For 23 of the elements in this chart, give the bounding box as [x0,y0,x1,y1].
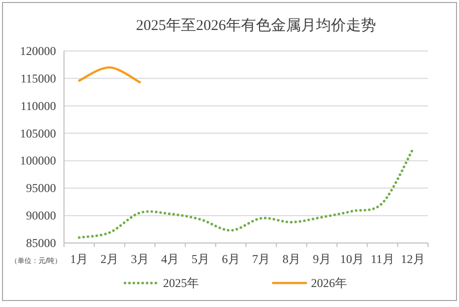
x-tick-label: 3月 [130,252,149,266]
x-tick-label: 6月 [222,252,240,266]
y-tick-label: 115000 [20,71,56,86]
y-tick-label: 110000 [20,98,56,113]
x-tick-label: 9月 [312,252,331,266]
x-tick-label: 10月 [340,252,364,266]
legend-label: 2025年 [163,276,199,290]
x-tick-label: 2月 [100,252,118,266]
y-tick-label: 105000 [20,126,56,140]
legend-label: 2026年 [311,276,347,290]
y-tick-label: 90000 [26,208,56,223]
x-tick-label: 11月 [370,252,394,266]
x-tick-label: 4月 [161,252,180,266]
y-tick-label: 100000 [20,154,56,168]
x-tick-label: 5月 [192,252,210,266]
x-tick-label: 8月 [282,252,300,266]
y-tick-label: 85000 [26,236,56,250]
chart-title: 2025年至2026年有色金属月均价走势 [136,17,376,34]
y-tick-label: 120000 [20,44,56,58]
x-tick-label: 1月 [70,252,88,266]
x-tick-label: 12月 [400,252,425,266]
x-tick-label: 7月 [252,252,270,266]
y-tick-label: 95000 [26,181,56,196]
